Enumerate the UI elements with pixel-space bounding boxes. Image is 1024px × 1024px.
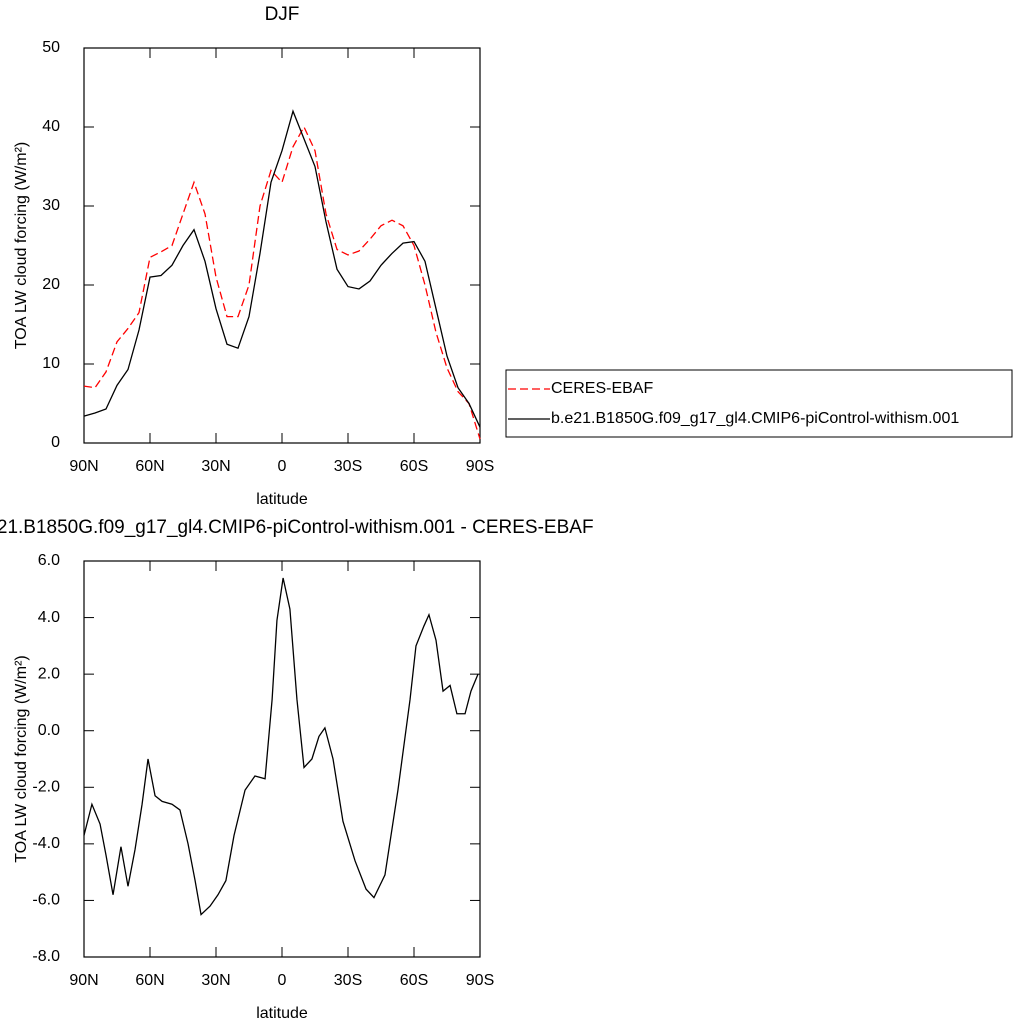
x-tick-label: 30N: [201, 458, 230, 475]
legend-label: CERES-EBAF: [551, 380, 653, 397]
y-tick-label: -6.0: [32, 892, 60, 909]
y-tick-label: 2.0: [38, 665, 60, 682]
x-tick-label: 90N: [69, 458, 98, 475]
y-tick-label: -2.0: [32, 779, 60, 796]
x-tick-label: 30S: [334, 458, 362, 475]
x-tick-label: 0: [278, 972, 287, 989]
y-axis-label: TOA LW cloud forcing (W/m²): [13, 655, 30, 862]
x-tick-label: 60S: [400, 972, 428, 989]
y-tick-label: 6.0: [38, 552, 60, 569]
y-tick-label: 0.0: [38, 722, 60, 739]
x-tick-label: 90N: [69, 972, 98, 989]
y-tick-label: 20: [42, 276, 60, 293]
y-axis-label: TOA LW cloud forcing (W/m²): [13, 142, 30, 349]
y-tick-label: 40: [42, 118, 60, 135]
data-line: [83, 109, 481, 428]
y-tick-label: 10: [42, 355, 60, 372]
chart-title: DJF: [265, 4, 300, 25]
y-tick-label: -4.0: [32, 835, 60, 852]
x-axis-label: latitude: [256, 491, 308, 508]
x-tick-label: 0: [278, 458, 287, 475]
chart-title: b.e21.B1850G.f09_g17_gl4.CMIP6-piControl…: [0, 517, 594, 538]
plot-frame: [83, 47, 481, 444]
y-tick-label: -8.0: [32, 948, 60, 965]
plot-frame: [83, 560, 481, 958]
legend-box: [505, 369, 1013, 438]
data-line: [83, 577, 479, 916]
x-tick-label: 30N: [201, 972, 230, 989]
y-tick-label: 0: [51, 434, 60, 451]
x-tick-label: 30S: [334, 972, 362, 989]
legend-label: b.e21.B1850G.f09_g17_gl4.CMIP6-piControl…: [551, 410, 959, 427]
x-tick-label: 60N: [135, 972, 164, 989]
x-tick-label: 90S: [466, 972, 494, 989]
x-tick-label: 90S: [466, 458, 494, 475]
x-axis-label: latitude: [256, 1005, 308, 1022]
x-tick-label: 60N: [135, 458, 164, 475]
y-tick-label: 30: [42, 197, 60, 214]
x-tick-label: 60S: [400, 458, 428, 475]
data-line: [83, 125, 481, 440]
y-tick-label: 50: [42, 39, 60, 56]
y-tick-label: 4.0: [38, 609, 60, 626]
